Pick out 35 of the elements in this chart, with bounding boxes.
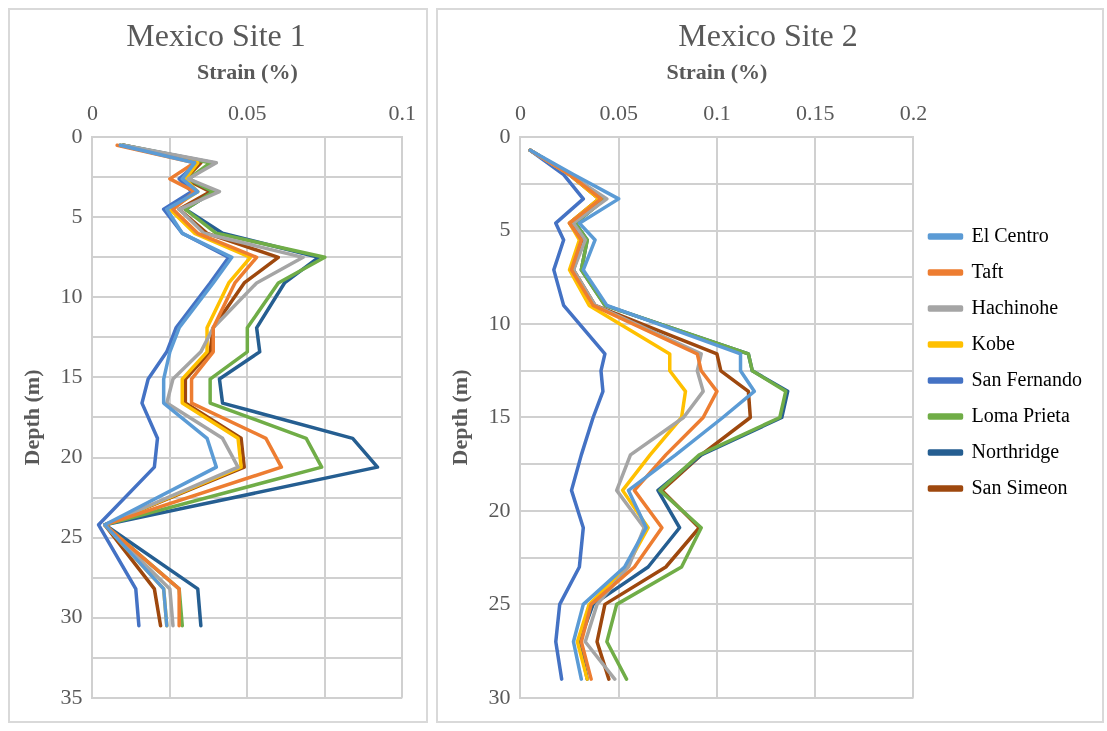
y-axis-title: Depth (m) (446, 369, 472, 466)
y-axis-title: Depth (m) (18, 369, 44, 466)
x-tick-label: 0.2 (899, 99, 928, 125)
y-tick-label: 20 (60, 443, 83, 469)
y-tick-label: 15 (488, 403, 511, 429)
y-tick-label: 35 (60, 683, 83, 709)
y-tick-label: 30 (60, 603, 83, 629)
legend-label: Hachinohe (971, 295, 1059, 318)
legend-label: Loma Prieta (971, 403, 1070, 426)
y-tick-label: 10 (60, 283, 83, 309)
y-tick-label: 30 (488, 683, 511, 709)
y-tick-label: 10 (488, 309, 511, 335)
x-tick-label: 0.1 (703, 99, 731, 125)
x-axis-title: Strain (%) (666, 59, 768, 85)
x-axis-title: Strain (%) (196, 59, 298, 85)
y-tick-label: 0 (71, 122, 83, 148)
y-tick-label: 25 (488, 590, 511, 616)
legend-label: Kobe (971, 331, 1015, 354)
x-tick-label: 0.1 (388, 99, 416, 125)
legend-label: Northridge (971, 439, 1060, 463)
x-tick-label: 0.05 (599, 99, 638, 125)
legend-label: San Fernando (971, 367, 1083, 390)
legend-label: El Centro (971, 223, 1049, 246)
y-tick-label: 5 (499, 216, 511, 242)
legend-label: Taft (971, 259, 1004, 282)
chart-title: Mexico Site 2 (678, 16, 858, 53)
x-tick-label: 0.05 (228, 99, 267, 125)
y-tick-label: 5 (71, 203, 83, 229)
chart-title: Mexico Site 1 (126, 16, 306, 53)
y-tick-label: 0 (499, 122, 511, 148)
legend-label: San Simeon (971, 475, 1068, 498)
y-tick-label: 20 (488, 496, 511, 522)
y-tick-label: 15 (60, 363, 83, 389)
x-tick-label: 0.15 (795, 99, 835, 125)
y-tick-label: 25 (60, 523, 83, 549)
